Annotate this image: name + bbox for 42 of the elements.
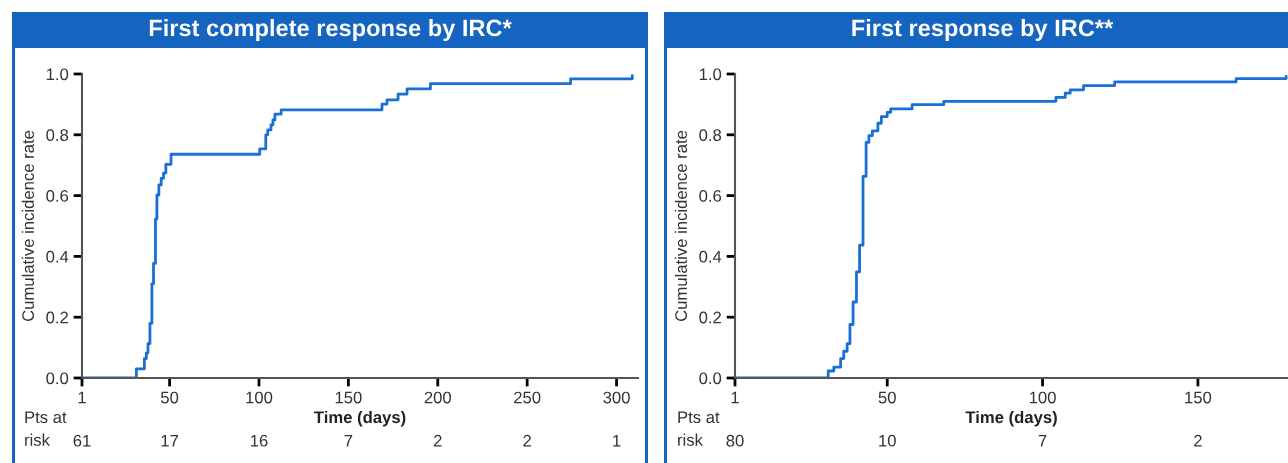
text: 10 <box>879 434 896 447</box>
text: 2 <box>433 434 442 447</box>
text: Pts at risk <box>678 411 720 446</box>
x-tick-label: 50 <box>878 391 896 404</box>
x-tick-label: 200 <box>424 391 452 404</box>
y-axis-title: Cumulative incidence rate <box>21 130 35 322</box>
text: 2 <box>1194 434 1202 447</box>
x-tick-label: 1 <box>78 391 86 404</box>
y-tick-label: 0.6 <box>46 190 69 202</box>
x-tick-label: 100 <box>246 391 273 404</box>
y-tick-label: 0.2 <box>46 311 68 324</box>
x-tick-label: 250 <box>514 391 541 404</box>
text: 1 <box>613 434 621 447</box>
x-axis-title: Time (days) <box>965 410 1057 427</box>
y-tick-label: 0.4 <box>699 250 722 263</box>
y-tick-label: 1.0 <box>46 68 69 81</box>
x-tick-label: 1 <box>731 391 739 404</box>
text: Pts at risk <box>25 411 67 446</box>
text: 7 <box>1038 434 1047 447</box>
text: 2 <box>523 434 531 447</box>
text: 61 <box>73 434 91 447</box>
x-tick-label: 50 <box>161 391 179 404</box>
chart-title: First complete response by IRC* <box>149 19 512 41</box>
x-tick-label: 100 <box>1029 391 1056 404</box>
y-axis-title: Cumulative incidence rate <box>674 130 688 322</box>
y-tick-label: 0.6 <box>699 190 722 202</box>
text: 16 <box>250 434 268 447</box>
x-tick-label: 150 <box>335 391 362 404</box>
y-tick-label: 1.0 <box>699 68 722 81</box>
text: 17 <box>161 434 179 447</box>
x-tick-label: 300 <box>603 391 630 404</box>
y-tick-label: 0.8 <box>699 129 722 141</box>
y-tick-label: 0.0 <box>699 372 722 385</box>
y-tick-label: 0.0 <box>46 372 69 385</box>
x-tick-label: 150 <box>1185 391 1212 404</box>
text: 80 <box>726 434 744 447</box>
y-tick-label: 0.4 <box>46 250 69 263</box>
y-tick-label: 0.2 <box>699 311 721 324</box>
chart-title: First response by IRC** <box>852 19 1114 41</box>
y-tick-label: 0.8 <box>46 129 69 141</box>
text: 7 <box>344 434 353 447</box>
x-axis-title: Time (days) <box>314 410 406 427</box>
